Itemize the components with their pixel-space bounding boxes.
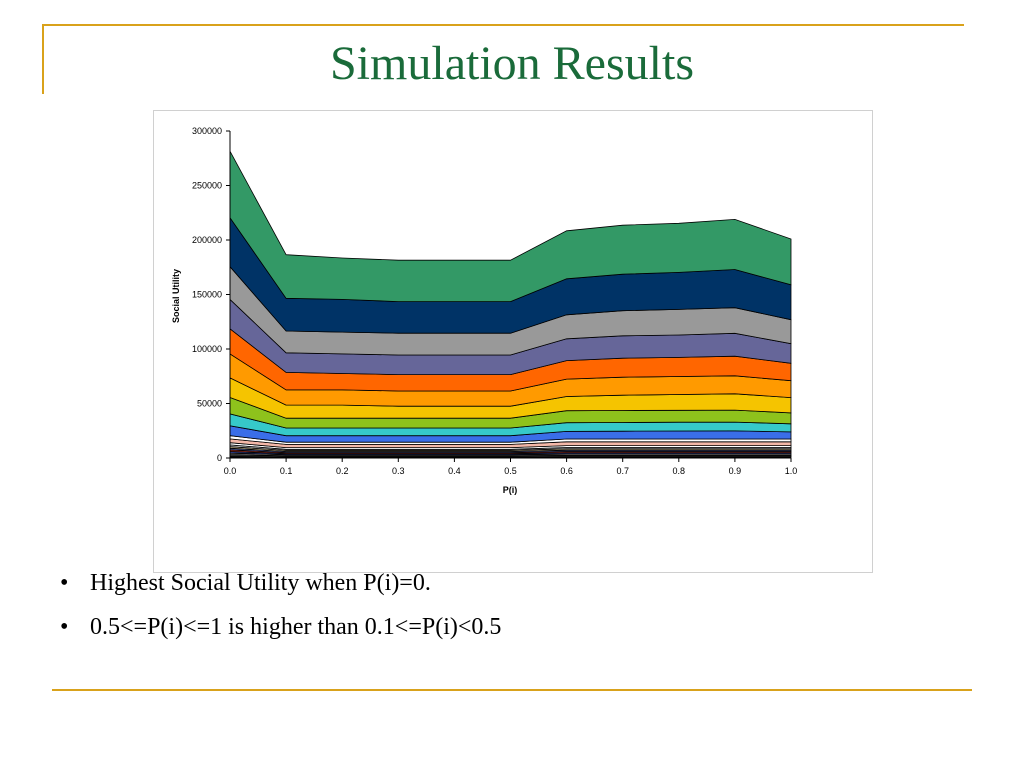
x-tick-label: 0.6: [560, 466, 573, 476]
bullet-text: Highest Social Utility when P(i)=0.: [90, 570, 431, 596]
bullet-marker: •: [60, 570, 69, 596]
y-tick-label: 200000: [192, 235, 222, 245]
bullet-marker: •: [60, 614, 69, 640]
y-axis-title: Social Utility: [171, 269, 181, 323]
y-tick-label: 0: [217, 453, 222, 463]
x-tick-label: 0.4: [448, 466, 461, 476]
y-tick-label: 300000: [192, 126, 222, 136]
x-tick-label: 1.0: [785, 466, 798, 476]
x-axis-title: P(i): [503, 485, 518, 495]
x-tick-label: 0.9: [729, 466, 742, 476]
axis-ticks: 0 50000 100000 150000 200000 250000 300000 0.0 0…: [192, 126, 797, 476]
x-tick-label: 0.7: [616, 466, 629, 476]
y-tick-label: 100000: [192, 344, 222, 354]
x-tick-label: 0.1: [280, 466, 293, 476]
bullet-item: • Highest Social Utility when P(i)=0.: [60, 568, 960, 612]
slide-title: Simulation Results: [329, 37, 695, 90]
x-tick-label: 0.2: [336, 466, 349, 476]
accent-bottom-line: [52, 689, 972, 691]
y-tick-label: 150000: [192, 290, 222, 300]
y-tick-label: 250000: [192, 181, 222, 191]
area-layers: [229, 151, 792, 459]
accent-top-line: [42, 24, 964, 26]
bullet-item: • 0.5<=P(i)<=1 is higher than 0.1<=P(i)<…: [60, 612, 960, 656]
stacked-area-chart: 0 50000 100000 150000 200000 250000 300000 0.0 0…: [171, 126, 797, 495]
bullet-list: • Highest Social Utility when P(i)=0. • …: [60, 568, 960, 656]
x-tick-label: 0.0: [224, 466, 237, 476]
x-tick-label: 0.5: [504, 466, 517, 476]
area-layer-21: [229, 151, 792, 302]
x-tick-label: 0.8: [673, 466, 686, 476]
x-tick-label: 0.3: [392, 466, 405, 476]
y-tick-label: 50000: [197, 399, 222, 409]
chart-container: 0 50000 100000 150000 200000 250000 300000 0.0 0…: [153, 110, 873, 573]
accent-vertical-line: [42, 24, 44, 94]
bullet-text: 0.5<=P(i)<=1 is higher than 0.1<=P(i)<0.…: [90, 614, 502, 640]
